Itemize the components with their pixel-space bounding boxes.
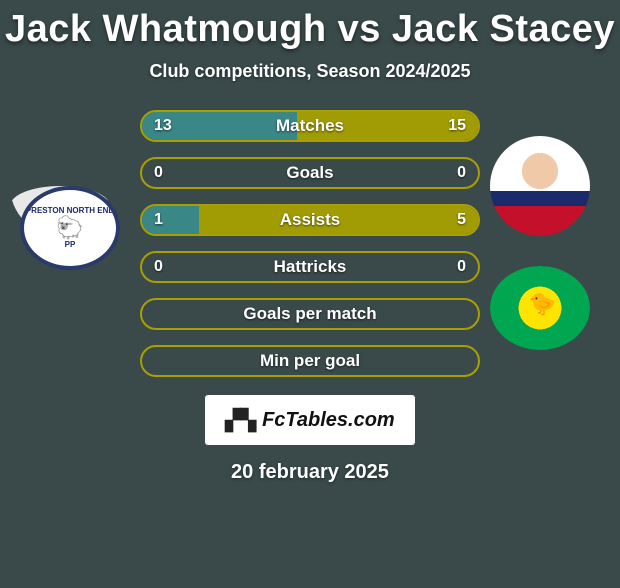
stat-row: Hattricks 0 0: [140, 251, 480, 283]
subtitle: Club competitions, Season 2024/2025: [0, 61, 620, 82]
stat-value-left: 0: [154, 258, 163, 276]
snapshot-date: 20 february 2025: [0, 461, 620, 484]
stat-row: Assists 1 5: [140, 204, 480, 236]
club-badge-circle: 🐤: [490, 266, 590, 350]
stat-row: Goals per match: [140, 298, 480, 330]
stat-value-right: 0: [457, 164, 466, 182]
stat-value-left: 1: [154, 211, 163, 229]
stat-label: Matches: [276, 116, 344, 136]
stat-row: Goals 0 0: [140, 157, 480, 189]
stat-label: Min per goal: [260, 351, 360, 371]
player-right-club-badge: 🐤: [490, 266, 590, 350]
watermark-text: FcTables.com: [262, 409, 395, 432]
avatar-jersey-icon: [490, 136, 590, 236]
chart-icon: ▞▚: [225, 408, 256, 433]
stat-value-right: 5: [457, 211, 466, 229]
watermark: ▞▚ FcTables.com: [205, 395, 415, 445]
club-badge-canary-icon: 🐤: [529, 291, 556, 317]
stat-value-right: 0: [457, 258, 466, 276]
stats-comparison: Matches1315Goals00Assists15Hattricks00Go…: [140, 110, 480, 377]
stat-row: Min per goal: [140, 345, 480, 377]
club-badge-text-top: PRESTON NORTH END: [26, 207, 114, 215]
page-title: Jack Whatmough vs Jack Stacey: [0, 8, 620, 51]
stat-value-right: 15: [448, 117, 466, 135]
player-left-club-badge: PRESTON NORTH END 🐑 PP: [20, 186, 120, 270]
stat-label: Goals: [286, 163, 333, 183]
club-badge-lamb-icon: 🐑: [56, 215, 83, 241]
stat-label: Assists: [280, 210, 340, 230]
stat-value-left: 13: [154, 117, 172, 135]
stat-row: Matches 13 15: [140, 110, 480, 142]
player-right-avatar: [490, 136, 590, 236]
stat-value-left: 0: [154, 164, 163, 182]
stat-label: Hattricks: [274, 257, 347, 277]
stat-label: Goals per match: [243, 304, 376, 324]
club-badge-text-bottom: PP: [65, 241, 76, 249]
stat-bar-left: [142, 206, 199, 234]
